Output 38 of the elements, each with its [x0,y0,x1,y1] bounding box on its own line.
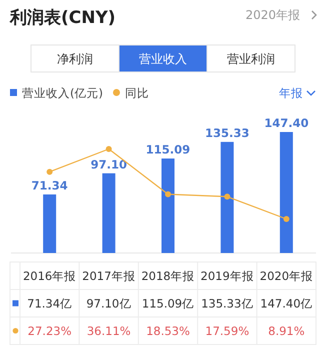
data-label: 115.09 [146,142,190,157]
chart-title: 利润表(CNY) [9,8,116,28]
bar [102,173,116,253]
bar [43,194,56,253]
data-label: 17.59% [205,324,250,338]
data-label: 135.33 [205,126,250,140]
data-label: 147.40 [264,116,309,130]
text: 97.10亿 [86,296,132,310]
text: 营业利润 [227,52,275,66]
legend-label: 营业收入(亿元) [22,86,103,100]
chart-subtitle: 2020年报 [245,8,300,22]
data-label: 36.11% [86,324,131,338]
data-label: 97.10 [90,157,127,172]
point [46,168,53,175]
bar [162,158,174,253]
point [165,191,171,198]
text: 净利润 [57,52,93,66]
data-label: 27.23% [28,324,72,338]
text: 71.34亿 [27,296,72,310]
text: 135.33亿 [201,296,254,310]
point [106,146,112,152]
text: 年报 [279,86,303,100]
text: 115.09亿 [142,296,194,310]
x-tick-label: 2016年报 [22,269,76,283]
x-tick-label: 2019年报 [200,269,254,283]
text: 147.40亿 [260,296,313,310]
bar [280,132,293,253]
data-label: 8.91% [268,324,305,338]
x-tick-label: 2018年报 [141,269,195,283]
bar [220,142,234,253]
point [224,194,230,200]
data-label: 71.34 [31,178,68,192]
x-tick-label: 2017年报 [82,269,136,283]
legend-label: 同比 [124,86,149,100]
point [283,216,290,222]
text: 营业收入 [139,52,187,66]
x-tick-label: 2020年报 [260,269,314,283]
data-label: 18.53% [146,324,190,338]
